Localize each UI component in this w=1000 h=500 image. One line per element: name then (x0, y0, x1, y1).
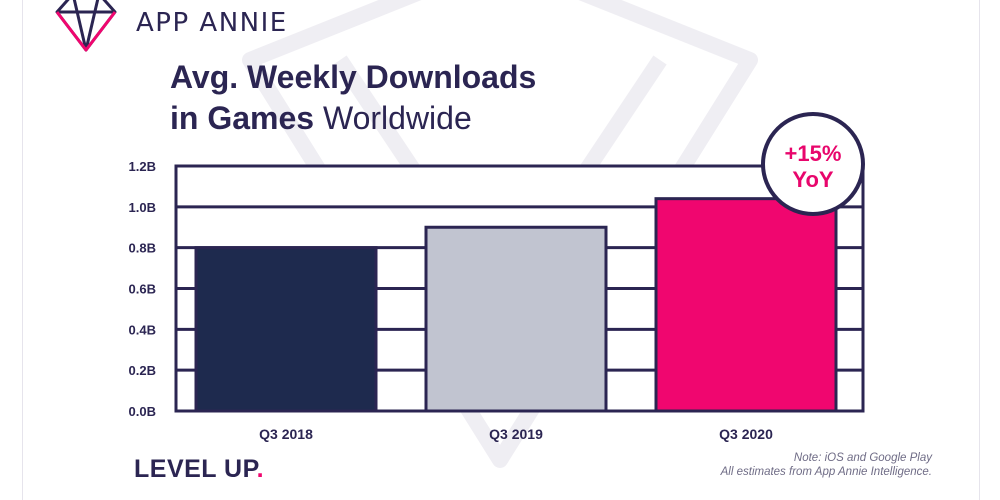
title-line-2-bold: in Games (170, 100, 315, 136)
x-tick-label: Q3 2018 (259, 426, 313, 442)
footnote-line-2: All estimates from App Annie Intelligenc… (720, 466, 932, 478)
brand-name: APP ANNIE (136, 8, 288, 38)
app-annie-logo: APP ANNIE (53, 0, 288, 54)
footnote: Note: iOS and Google Play All estimates … (721, 451, 932, 479)
title-line-2-light: Worldwide (322, 100, 472, 136)
bar (654, 197, 838, 413)
y-tick-label: 0.2B (129, 363, 156, 378)
y-tick-label: 0.6B (129, 282, 156, 297)
y-tick-label: 0.8B (129, 241, 156, 256)
title-line-1: Avg. Weekly Downloads (170, 59, 537, 95)
footnote-line-1: Note: iOS and Google Play (793, 452, 932, 464)
x-tick-label: Q3 2019 (489, 426, 543, 442)
tagline-dot: . (256, 455, 265, 483)
bar (194, 246, 378, 413)
y-tick-label: 0.4B (129, 322, 156, 337)
y-tick-label: 0.0B (129, 404, 156, 419)
x-tick-label: Q3 2020 (719, 426, 773, 442)
diamond-logo-icon (55, 0, 117, 52)
bar (424, 225, 608, 413)
yoy-badge (761, 112, 865, 216)
level-up-tagline: LEVEL UP. (134, 455, 264, 484)
frame-right-border (979, 0, 980, 500)
tagline-text: LEVEL UP (134, 455, 257, 483)
chart-title: Avg. Weekly Downloads in Games Worldwide (170, 57, 536, 139)
yoy-badge-percent: +15% (785, 141, 842, 166)
y-tick-label: 1.0B (129, 200, 156, 215)
yoy-badge-label: YoY (792, 167, 833, 192)
y-tick-label: 1.2B (129, 159, 156, 174)
frame-left-border (22, 0, 23, 500)
